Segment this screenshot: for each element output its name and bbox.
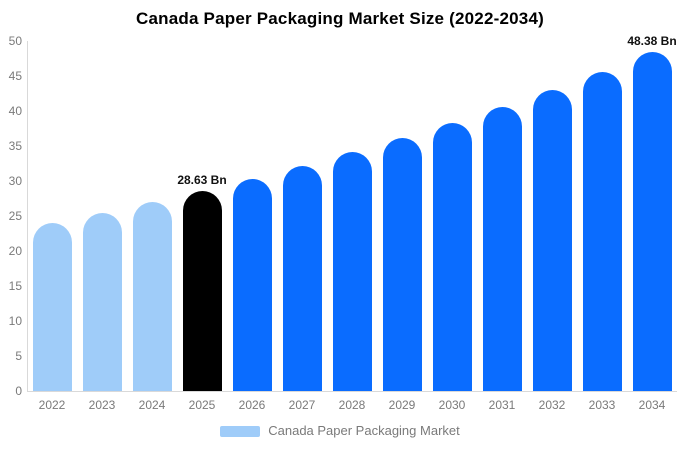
bar-2030	[432, 122, 472, 391]
x-tick-label: 2022	[38, 398, 66, 412]
legend: Canada Paper Packaging Market	[0, 424, 680, 438]
bar-2024	[132, 201, 172, 391]
bar-value-label: 28.63 Bn	[177, 172, 227, 187]
x-tick-label: 2030	[438, 398, 466, 412]
bar-2033	[582, 71, 622, 391]
bar-2023	[82, 212, 122, 391]
y-tick-label: 50	[8, 34, 22, 48]
bar-value-label: 48.38 Bn	[627, 34, 677, 49]
bar-2026	[232, 178, 272, 391]
bar-2031	[482, 106, 522, 391]
chart-title: Canada Paper Packaging Market Size (2022…	[136, 9, 544, 28]
bar-2034	[632, 52, 672, 391]
legend-item[interactable]: Canada Paper Packaging Market	[220, 424, 460, 438]
y-tick-label: 25	[8, 209, 22, 223]
x-tick-label: 2028	[338, 398, 366, 412]
x-tick-label: 2032	[538, 398, 566, 412]
x-tick-label: 2026	[238, 398, 266, 412]
x-tick-label: 2034	[638, 398, 666, 412]
x-tick-label: 2031	[488, 398, 516, 412]
legend-label: Canada Paper Packaging Market	[268, 423, 460, 438]
y-tick-label: 5	[15, 349, 22, 363]
y-tick-label: 35	[8, 139, 22, 153]
plot-area: 28.63 Bn 48.38 Bn	[27, 34, 677, 391]
y-tick-label: 45	[8, 69, 22, 83]
y-tick-label: 0	[15, 384, 22, 398]
x-tick-label: 2025	[188, 398, 216, 412]
x-tick-label: 2033	[588, 398, 616, 412]
y-tick-label: 40	[8, 104, 22, 118]
bar-2028	[332, 152, 372, 391]
y-axis-line	[27, 41, 28, 391]
x-axis-line	[27, 391, 677, 392]
bar-2025	[182, 190, 222, 391]
x-tick-label: 2027	[288, 398, 316, 412]
bar-2027	[282, 165, 322, 391]
legend-swatch	[220, 425, 261, 437]
bar-2029	[382, 138, 422, 391]
x-tick-label: 2024	[138, 398, 166, 412]
y-tick-label: 20	[8, 244, 22, 258]
y-tick-label: 30	[8, 174, 22, 188]
y-tick-label: 10	[8, 314, 22, 328]
x-axis: 2022 2023 2024 2025 2026 2027 2028 2029 2030 2031…	[27, 397, 677, 413]
bar-2022	[32, 222, 72, 391]
y-axis: 0 5 10 15 20 25 30 35 40 45 50	[0, 0, 22, 450]
bar-2032	[532, 89, 572, 391]
x-tick-label: 2023	[88, 398, 116, 412]
x-tick-label: 2029	[388, 398, 416, 412]
y-tick-label: 15	[8, 279, 22, 293]
